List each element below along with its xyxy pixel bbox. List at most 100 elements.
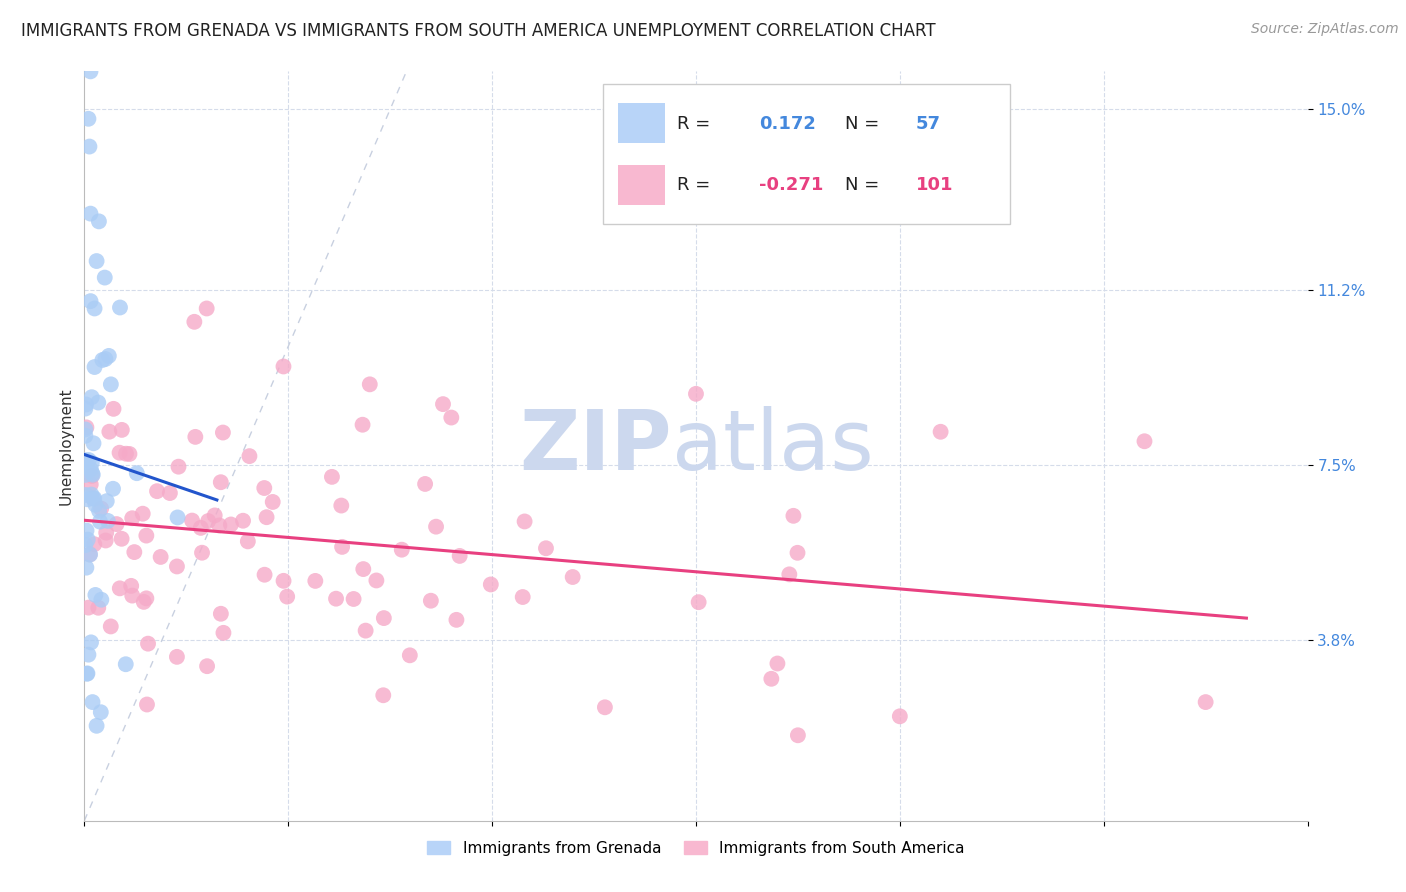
Point	[89, 515, 111, 529]
Point	[75, 401, 97, 416]
Point	[110, 532, 132, 546]
Point	[75, 538, 97, 552]
Point	[75, 420, 97, 434]
Point	[373, 611, 395, 625]
Point	[782, 508, 804, 523]
Point	[83, 537, 105, 551]
Point	[359, 377, 381, 392]
Point	[75, 467, 97, 482]
Text: IMMIGRANTS FROM GRENADA VS IMMIGRANTS FROM SOUTH AMERICA UNEMPLOYMENT CORRELATIO: IMMIGRANTS FROM GRENADA VS IMMIGRANTS FR…	[21, 22, 936, 40]
Point	[80, 390, 103, 404]
Point	[273, 359, 295, 374]
Point	[276, 590, 298, 604]
Point	[77, 648, 100, 662]
Point	[209, 607, 232, 621]
Point	[79, 548, 101, 562]
Point	[786, 546, 808, 560]
Point	[76, 524, 98, 538]
Point	[135, 591, 157, 606]
Point	[440, 410, 463, 425]
Point	[90, 592, 112, 607]
Point	[83, 491, 105, 506]
Point	[80, 469, 103, 483]
Point	[513, 515, 536, 529]
Point	[132, 595, 155, 609]
Point	[398, 648, 420, 663]
Point	[391, 542, 413, 557]
Point	[534, 541, 557, 556]
Point	[135, 528, 157, 542]
Point	[238, 449, 260, 463]
Point	[204, 508, 226, 523]
Point	[87, 504, 110, 518]
Point	[197, 514, 219, 528]
Point	[262, 495, 284, 509]
Point	[253, 567, 276, 582]
Point	[273, 574, 295, 588]
Point	[120, 579, 142, 593]
Legend: Immigrants from Grenada, Immigrants from South America: Immigrants from Grenada, Immigrants from…	[422, 834, 970, 862]
Point	[146, 484, 169, 499]
Point	[101, 482, 124, 496]
Point	[195, 301, 218, 316]
Point	[87, 600, 110, 615]
Point	[1195, 695, 1218, 709]
Point	[75, 488, 97, 502]
Point	[80, 462, 103, 476]
Point	[80, 635, 103, 649]
Point	[778, 567, 800, 582]
Point	[83, 436, 105, 450]
Point	[236, 534, 259, 549]
Point	[115, 447, 138, 461]
Point	[76, 533, 98, 547]
Y-axis label: Unemployment: Unemployment	[58, 387, 73, 505]
Point	[94, 270, 117, 285]
Point	[253, 481, 276, 495]
Point	[94, 533, 117, 548]
Point	[256, 510, 278, 524]
Point	[105, 517, 128, 532]
Point	[80, 477, 103, 491]
Point	[82, 467, 104, 482]
Point	[108, 582, 131, 596]
Point	[100, 377, 122, 392]
Point	[190, 521, 212, 535]
Point	[136, 637, 159, 651]
Text: atlas: atlas	[672, 406, 873, 486]
Point	[77, 453, 100, 467]
Point	[413, 477, 436, 491]
Point	[330, 540, 353, 554]
Point	[219, 517, 242, 532]
Point	[87, 395, 110, 409]
Point	[90, 501, 112, 516]
Point	[108, 301, 131, 315]
Point	[132, 507, 155, 521]
Point	[479, 577, 502, 591]
Point	[87, 214, 110, 228]
Point	[761, 672, 783, 686]
Point	[425, 519, 447, 533]
Point	[325, 591, 347, 606]
Point	[449, 549, 471, 563]
Text: ZIP: ZIP	[519, 406, 672, 486]
Point	[342, 592, 364, 607]
Point	[352, 417, 374, 432]
Point	[354, 624, 377, 638]
Point	[75, 560, 97, 574]
Point	[373, 688, 395, 702]
Point	[593, 700, 616, 714]
Point	[82, 491, 104, 506]
Point	[97, 514, 120, 528]
Point	[91, 353, 114, 368]
Point	[75, 429, 97, 443]
Point	[159, 486, 181, 500]
Point	[330, 499, 353, 513]
Point	[100, 619, 122, 633]
Point	[94, 351, 117, 366]
Point	[108, 446, 131, 460]
Point	[111, 423, 134, 437]
Point	[136, 698, 159, 712]
Point	[75, 453, 97, 467]
Point	[766, 657, 789, 671]
Point	[79, 139, 101, 153]
